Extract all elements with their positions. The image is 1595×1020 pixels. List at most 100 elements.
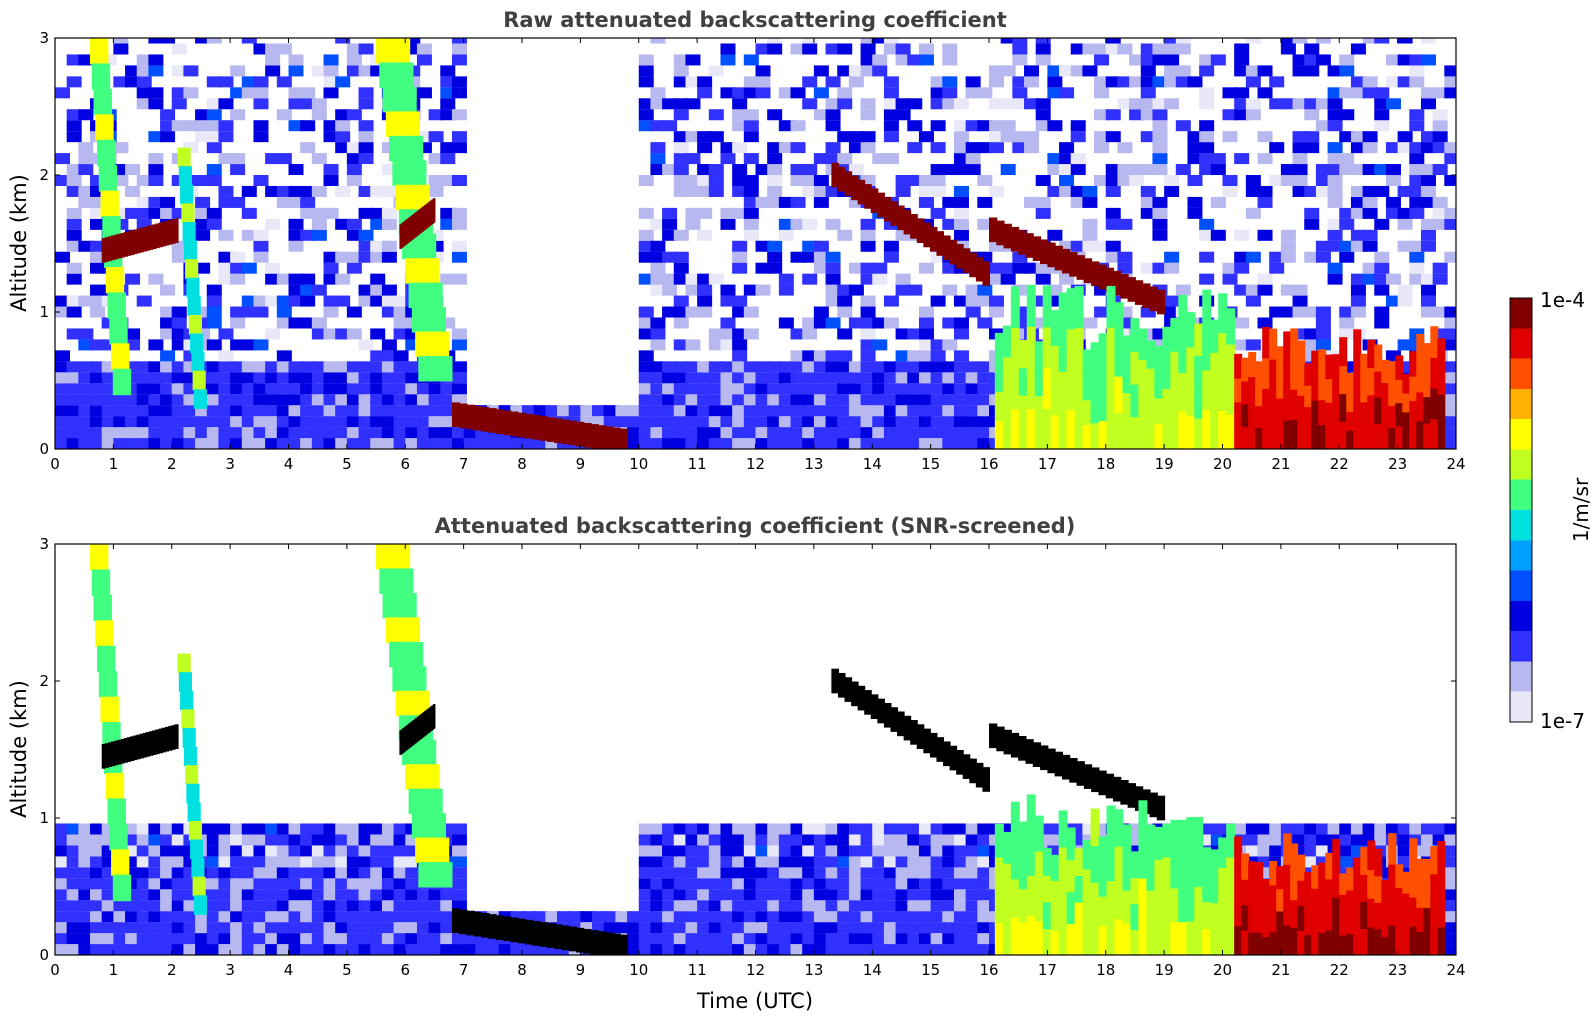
heatmap-cell xyxy=(708,933,724,945)
heatmap-cell xyxy=(697,438,713,449)
heatmap-cell xyxy=(1199,120,1215,132)
x-tick-label: 15 xyxy=(921,455,940,473)
heatmap-cell xyxy=(1374,284,1390,296)
heatmap-cell xyxy=(78,900,94,912)
cloud-band-cell xyxy=(1025,739,1034,764)
heatmap-cell xyxy=(1245,251,1261,263)
precip-cell xyxy=(1339,337,1348,367)
precip-cell xyxy=(1074,901,1084,930)
heatmap-cell xyxy=(697,164,713,176)
precip-cell xyxy=(1026,284,1036,327)
heatmap-cell xyxy=(125,416,141,428)
precip-cell xyxy=(1416,391,1425,422)
heatmap-cell xyxy=(1432,273,1448,285)
heatmap-cell xyxy=(276,878,292,890)
heatmap-cell xyxy=(288,867,304,879)
heatmap-cell xyxy=(778,372,794,384)
heatmap-cell xyxy=(323,405,339,417)
heatmap-cell xyxy=(837,911,853,923)
heatmap-cell xyxy=(1420,131,1436,143)
heatmap-cell xyxy=(778,273,794,285)
heatmap-cell xyxy=(790,911,806,923)
cloud-band-cell xyxy=(575,927,585,953)
precip-cell xyxy=(1437,421,1446,449)
heatmap-cell xyxy=(1082,65,1098,77)
precip-cell xyxy=(1034,395,1044,424)
heatmap-cell xyxy=(1152,142,1168,154)
precip-cell xyxy=(1146,394,1156,423)
heatmap-cell xyxy=(860,361,876,373)
cloud-band-cell xyxy=(870,188,879,214)
heatmap-cell xyxy=(241,834,257,846)
heatmap-cell xyxy=(848,405,864,417)
heatmap-cell xyxy=(662,922,678,934)
heatmap-cell xyxy=(218,394,234,406)
heatmap-cell xyxy=(708,878,724,890)
heatmap-cell xyxy=(66,438,82,449)
plume-cell xyxy=(98,165,118,192)
precip-cell xyxy=(1437,869,1446,900)
heatmap-cell xyxy=(918,911,934,923)
heatmap-cell xyxy=(370,856,386,868)
heatmap-cell xyxy=(813,933,829,945)
heatmap-cell xyxy=(393,911,409,923)
heatmap-cell xyxy=(603,416,619,428)
heatmap-cell xyxy=(673,867,689,879)
heatmap-cell xyxy=(837,87,853,99)
precip-cell xyxy=(1042,847,1052,876)
heatmap-cell xyxy=(615,922,631,934)
heatmap-cell xyxy=(1257,856,1273,868)
cloud-band-cell xyxy=(568,926,577,952)
heatmap-cell xyxy=(837,383,853,395)
heatmap-cell xyxy=(767,823,783,835)
precip-cell xyxy=(1248,424,1257,449)
heatmap-cell xyxy=(1432,120,1448,132)
heatmap-cell xyxy=(790,416,806,428)
heatmap-cell xyxy=(335,834,351,846)
plume-cell xyxy=(385,111,420,137)
precip-cell xyxy=(1010,286,1020,328)
heatmap-cell xyxy=(416,54,432,66)
heatmap-cell xyxy=(78,164,94,176)
heatmap-cell xyxy=(1350,87,1366,99)
heatmap-cell xyxy=(1070,834,1086,846)
heatmap-cell xyxy=(1140,185,1156,197)
precip-cell xyxy=(1090,422,1100,449)
precip-cell xyxy=(1395,425,1404,449)
heatmap-cell xyxy=(358,856,374,868)
heatmap-cell xyxy=(673,273,689,285)
heatmap-cell xyxy=(1444,845,1456,857)
heatmap-cell xyxy=(1397,218,1413,230)
heatmap-cell xyxy=(942,164,958,176)
heatmap-cell xyxy=(451,878,467,890)
precip-cell xyxy=(1186,380,1196,416)
heatmap-cell xyxy=(697,383,713,395)
heatmap-cell xyxy=(1280,251,1296,263)
heatmap-cell xyxy=(1315,240,1331,252)
heatmap-cell xyxy=(755,856,771,868)
heatmap-cell xyxy=(136,834,152,846)
heatmap-cell xyxy=(860,878,876,890)
heatmap-cell xyxy=(883,823,899,835)
heatmap-cell xyxy=(732,834,748,846)
heatmap-cell xyxy=(813,834,829,846)
cloud-band-cell xyxy=(405,219,408,245)
heatmap-cell xyxy=(860,142,876,154)
plume-cell xyxy=(389,641,424,668)
heatmap-cell xyxy=(230,251,246,263)
heatmap-cell xyxy=(1420,87,1436,99)
heatmap-cell xyxy=(930,372,946,384)
heatmap-cell xyxy=(872,65,888,77)
heatmap-cell xyxy=(883,405,899,417)
heatmap-cell xyxy=(55,922,70,934)
precip-cell xyxy=(1178,371,1188,412)
heatmap-cell xyxy=(883,394,899,406)
heatmap-cell xyxy=(218,153,234,165)
cloud-band-cell xyxy=(561,419,570,445)
heatmap-cell xyxy=(1374,834,1390,846)
heatmap-cell xyxy=(1292,284,1308,296)
heatmap-cell xyxy=(825,273,841,285)
heatmap-cell xyxy=(206,933,222,945)
heatmap-cell xyxy=(218,438,234,449)
heatmap-cell xyxy=(1456,845,1471,856)
